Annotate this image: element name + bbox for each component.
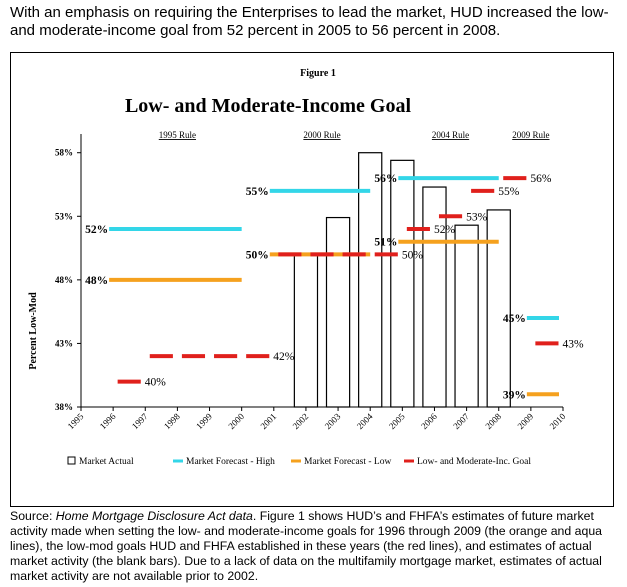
forecast-high-label-2: 56% bbox=[374, 173, 397, 185]
goal-label-1996: 40% bbox=[145, 377, 167, 389]
forecast-high-label-1: 55% bbox=[246, 186, 269, 198]
goal-label-2006: 53% bbox=[466, 211, 488, 223]
x-tick-label-2007: 2007 bbox=[451, 411, 471, 431]
legend-label-1: Market Forecast - High bbox=[186, 457, 275, 467]
figure-label: Figure 1 bbox=[300, 68, 336, 79]
rule-label-1: 2000 Rule bbox=[303, 130, 340, 140]
caption-prefix: Source: bbox=[10, 509, 56, 523]
y-tick-label-0: 38% bbox=[55, 402, 73, 412]
source-caption: Source: Home Mortgage Disclosure Act dat… bbox=[10, 509, 620, 584]
x-tick-label-1997: 1997 bbox=[130, 411, 150, 431]
bar-2005 bbox=[390, 159, 415, 408]
bar-2006 bbox=[422, 186, 447, 408]
bar-2007 bbox=[454, 224, 479, 408]
rule-label-2: 2004 Rule bbox=[432, 130, 469, 140]
x-tick-label-1998: 1998 bbox=[162, 411, 182, 431]
goal-label-2007: 55% bbox=[498, 186, 520, 198]
y-tick-label-4: 58% bbox=[55, 148, 73, 158]
chart-title: Low- and Moderate-Income Goal bbox=[125, 95, 412, 117]
x-tick-label-2002: 2002 bbox=[291, 411, 311, 431]
bar-2002 bbox=[293, 253, 319, 408]
forecast-high-label-0: 52% bbox=[85, 224, 108, 236]
legend-label-0: Market Actual bbox=[79, 457, 134, 467]
forecast-high-label-3: 45% bbox=[503, 313, 526, 325]
intro-text: With an emphasis on requiring the Enterp… bbox=[10, 4, 609, 39]
forecast-low-label-2: 51% bbox=[374, 237, 397, 249]
legend-label-3: Low- and Moderate-Inc. Goal bbox=[417, 457, 531, 467]
bar-2003 bbox=[325, 216, 351, 408]
x-tick-label-2009: 2009 bbox=[515, 411, 535, 431]
goal-label-2005: 52% bbox=[434, 224, 456, 236]
figure-frame bbox=[10, 52, 614, 507]
x-tick-label-1995: 1995 bbox=[66, 411, 86, 431]
goal-label-2008: 56% bbox=[530, 173, 552, 185]
forecast-low-label-3: 39% bbox=[503, 389, 526, 401]
x-tick-label-1996: 1996 bbox=[98, 411, 118, 431]
rule-label-0: 1995 Rule bbox=[159, 130, 196, 140]
forecast-low-label-1: 50% bbox=[246, 249, 269, 261]
y-tick-label-2: 48% bbox=[55, 275, 73, 285]
x-tick-label-1999: 1999 bbox=[194, 411, 214, 431]
y-axis-label: Percent Low-Mod bbox=[28, 292, 39, 370]
x-tick-label-2008: 2008 bbox=[483, 411, 503, 431]
forecast-low-label-0: 48% bbox=[85, 275, 108, 287]
goal-label-2009: 43% bbox=[563, 338, 585, 350]
caption-source: Home Mortgage Disclosure Act data bbox=[55, 509, 253, 523]
rule-label-3: 2009 Rule bbox=[512, 130, 549, 140]
goal-label-2004: 50% bbox=[402, 249, 424, 261]
legend-label-2: Market Forecast - Low bbox=[304, 457, 391, 467]
y-tick-label-3: 53% bbox=[55, 211, 73, 221]
x-tick-label-2010: 2010 bbox=[548, 411, 568, 431]
x-tick-label-2006: 2006 bbox=[419, 411, 439, 431]
x-tick-label-2001: 2001 bbox=[258, 411, 278, 431]
chart: Figure 1 Low- and Moderate-Income Goal P… bbox=[28, 68, 585, 467]
x-tick-label-2005: 2005 bbox=[387, 411, 407, 431]
caption-body: . Figure 1 shows HUD’s and FHFA’s estima… bbox=[10, 509, 602, 583]
y-tick-label-1: 43% bbox=[55, 338, 73, 348]
x-tick-label-2000: 2000 bbox=[226, 411, 246, 431]
bar-2008 bbox=[486, 209, 511, 408]
x-tick-label-2004: 2004 bbox=[355, 411, 375, 431]
goal-label-2000: 42% bbox=[273, 351, 295, 363]
x-tick-label-2003: 2003 bbox=[323, 411, 343, 431]
legend-swatch-market-actual bbox=[67, 456, 76, 465]
